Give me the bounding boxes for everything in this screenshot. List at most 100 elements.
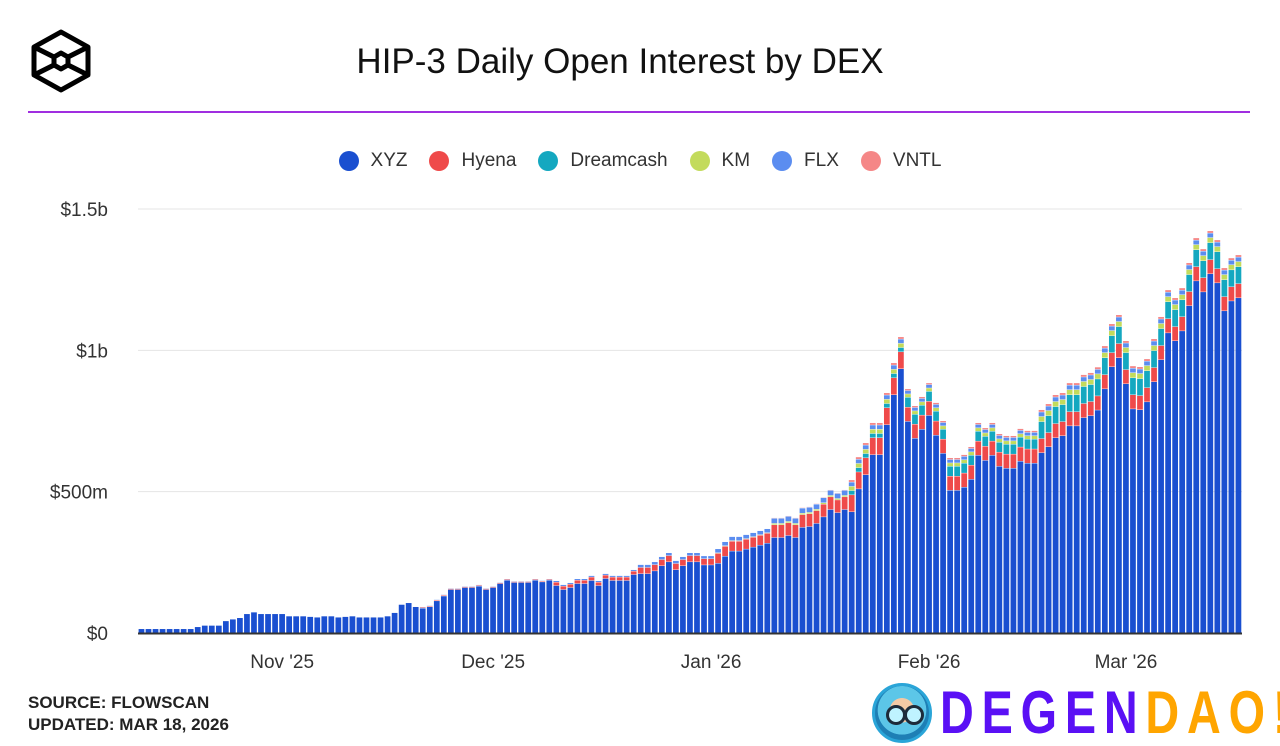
bar-km bbox=[1200, 255, 1207, 261]
bar-xyz bbox=[293, 616, 300, 633]
bar-hyena bbox=[1228, 287, 1235, 301]
bar-hyena bbox=[1073, 411, 1080, 426]
bar-flx bbox=[862, 445, 869, 450]
bar-km bbox=[1080, 381, 1087, 387]
bar-hyena bbox=[1235, 283, 1242, 298]
bar-hyena bbox=[933, 421, 939, 436]
bar-hyena bbox=[729, 541, 736, 551]
bar-dreamcash bbox=[1235, 266, 1242, 284]
bar-km bbox=[876, 429, 883, 434]
bar-xyz bbox=[251, 612, 257, 633]
bar-hyena bbox=[630, 571, 637, 575]
bar-vntl bbox=[905, 389, 911, 391]
bar-dreamcash bbox=[1108, 335, 1115, 353]
bar-flx bbox=[680, 556, 686, 560]
bar-xyz bbox=[876, 454, 883, 633]
bar-vntl bbox=[1116, 315, 1122, 317]
bar-xyz bbox=[525, 582, 532, 633]
bar-dreamcash bbox=[975, 431, 982, 441]
bar-dreamcash bbox=[961, 463, 968, 473]
bar-km bbox=[1024, 435, 1031, 439]
legend-item-xyz[interactable]: XYZ bbox=[338, 150, 407, 172]
bar-flx bbox=[799, 508, 806, 514]
legend-label: Dreamcash bbox=[570, 150, 668, 171]
bar-flx bbox=[1172, 300, 1179, 305]
legend-item-flx[interactable]: FLX bbox=[772, 150, 839, 172]
bar-dreamcash bbox=[1045, 415, 1052, 433]
bar-xyz bbox=[405, 603, 412, 633]
bar-hyena bbox=[616, 577, 623, 581]
bar-flx bbox=[912, 407, 918, 411]
bar-xyz bbox=[230, 619, 236, 633]
bar-vntl bbox=[1200, 249, 1207, 251]
bar-xyz bbox=[623, 580, 630, 633]
bar-hyena bbox=[708, 558, 714, 565]
bar-xyz bbox=[883, 424, 890, 633]
bar-hyena bbox=[806, 514, 813, 527]
bar-flx bbox=[602, 573, 609, 575]
bar-xyz bbox=[673, 569, 679, 633]
bar-vntl bbox=[968, 447, 975, 449]
bar-flx bbox=[1108, 326, 1115, 331]
bar-xyz bbox=[1221, 311, 1228, 633]
bar-dreamcash bbox=[1200, 261, 1207, 278]
bar-km bbox=[947, 463, 953, 467]
bar-xyz bbox=[968, 479, 975, 633]
bar-dreamcash bbox=[1101, 357, 1108, 375]
bar-xyz bbox=[1038, 452, 1045, 633]
x-tick-label: Mar '26 bbox=[1095, 652, 1158, 673]
bar-dreamcash bbox=[862, 453, 869, 458]
bar-xyz bbox=[1130, 409, 1136, 633]
bar-xyz bbox=[433, 601, 440, 633]
bar-xyz bbox=[300, 616, 307, 633]
bar-flx bbox=[947, 459, 953, 463]
bar-hyena bbox=[1080, 403, 1087, 418]
legend-dot-icon bbox=[772, 151, 793, 171]
bar-flx bbox=[841, 490, 848, 496]
bar-hyena bbox=[926, 401, 932, 416]
legend-item-km[interactable]: KM bbox=[689, 150, 750, 172]
bar-hyena bbox=[644, 567, 651, 574]
bar-hyena bbox=[567, 584, 574, 588]
bar-vntl bbox=[1193, 238, 1200, 240]
bar-hyena bbox=[1108, 352, 1115, 367]
bar-vntl bbox=[862, 443, 869, 445]
bar-km bbox=[883, 399, 890, 404]
bar-flx bbox=[771, 518, 778, 524]
bar-xyz bbox=[982, 460, 989, 633]
legend-item-dreamcash[interactable]: Dreamcash bbox=[538, 150, 668, 172]
bar-dreamcash bbox=[947, 466, 953, 476]
bar-xyz bbox=[701, 565, 707, 633]
legend-item-vntl[interactable]: VNTL bbox=[860, 150, 942, 172]
bar-hyena bbox=[1200, 277, 1207, 292]
chart-title: HIP-3 Daily Open Interest by DEX bbox=[356, 42, 884, 81]
bar-vntl bbox=[1130, 366, 1136, 369]
bar-xyz bbox=[504, 580, 510, 633]
bar-flx bbox=[1228, 260, 1235, 265]
legend-item-hyena[interactable]: Hyena bbox=[429, 150, 516, 172]
bar-vntl bbox=[891, 363, 897, 365]
bar-dreamcash bbox=[1207, 242, 1214, 260]
bar-xyz bbox=[1024, 463, 1031, 633]
bar-flx bbox=[1003, 437, 1010, 441]
bar-hyena bbox=[940, 439, 946, 454]
bar-hyena bbox=[905, 407, 911, 422]
bar-vntl bbox=[1186, 262, 1193, 265]
legend-label: VNTL bbox=[892, 150, 942, 171]
bar-flx bbox=[876, 425, 883, 430]
bar-vntl bbox=[1073, 383, 1080, 385]
bar-hyena bbox=[658, 559, 665, 566]
bar-dreamcash bbox=[855, 467, 862, 472]
bar-vntl bbox=[1094, 367, 1101, 370]
bar-xyz bbox=[1010, 468, 1017, 633]
bar-hyena bbox=[1130, 394, 1136, 409]
bar-hyena bbox=[715, 553, 721, 564]
bar-km bbox=[996, 439, 1003, 443]
bar-xyz bbox=[1144, 402, 1150, 633]
bar-vntl bbox=[926, 383, 932, 385]
bar-xyz bbox=[658, 566, 665, 633]
legend-label: Hyena bbox=[461, 150, 517, 171]
bar-xyz bbox=[764, 543, 771, 633]
bar-xyz bbox=[476, 586, 482, 633]
bar-hyena bbox=[771, 525, 778, 538]
